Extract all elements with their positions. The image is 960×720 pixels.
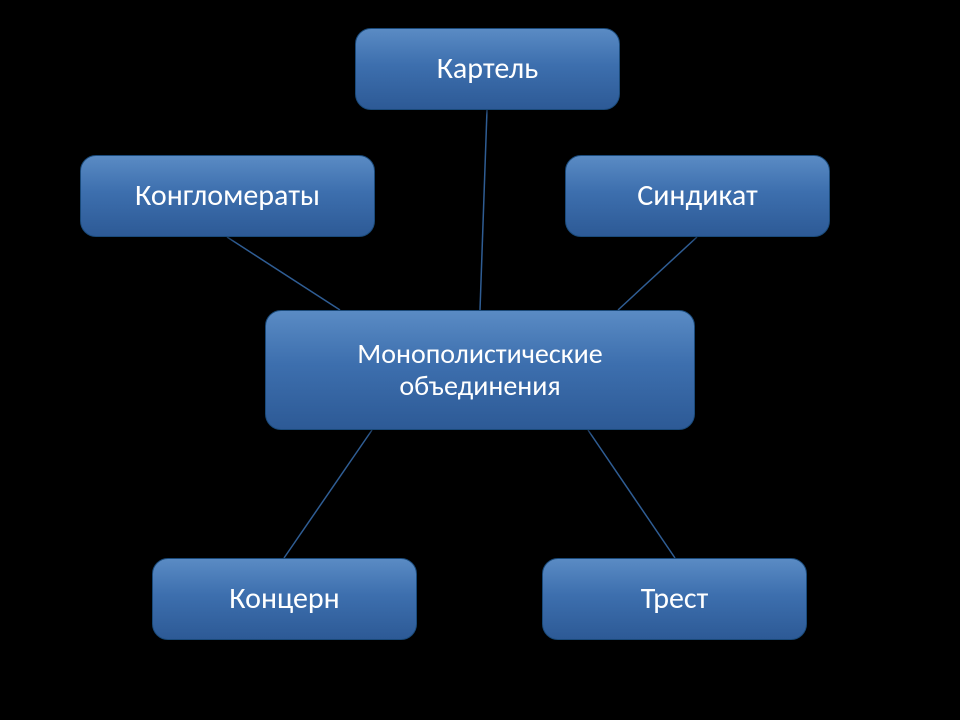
node-center: Монополистические объединения [265, 310, 695, 430]
edge [284, 430, 372, 558]
edge [588, 430, 675, 558]
node-kartel: Картель [355, 28, 620, 110]
node-label: Концерн [229, 582, 339, 617]
node-label: Конгломераты [135, 179, 320, 214]
node-label: Картель [437, 52, 538, 87]
node-center-label: Монополистические объединения [274, 338, 686, 402]
node-label: Трест [641, 582, 708, 617]
edge [227, 237, 340, 310]
edge [618, 237, 697, 310]
diagram-canvas: Монополистические объединения Картель Си… [0, 0, 960, 720]
node-kontsern: Концерн [152, 558, 417, 640]
node-sindikat: Синдикат [565, 155, 830, 237]
edge [480, 110, 487, 310]
node-label: Синдикат [637, 179, 758, 214]
node-konglomerat: Конгломераты [80, 155, 375, 237]
node-trest: Трест [542, 558, 807, 640]
